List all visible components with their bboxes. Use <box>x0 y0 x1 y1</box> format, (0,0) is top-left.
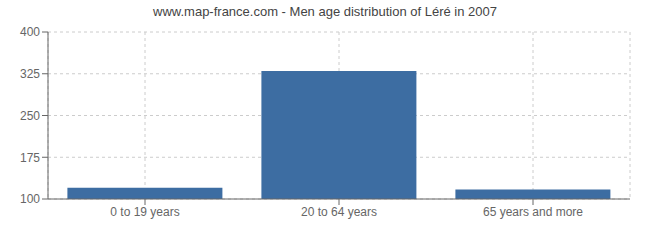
svg-text:65 years and more: 65 years and more <box>483 205 583 219</box>
svg-text:175: 175 <box>20 151 40 165</box>
html-text:www.map-france.com - Men age d: www.map-france.com - Men age distributio… <box>153 4 497 19</box>
svg-text:400: 400 <box>20 25 40 39</box>
svg-text:100: 100 <box>20 192 40 206</box>
svg-text:20 to 64 years: 20 to 64 years <box>301 205 377 219</box>
svg-text:250: 250 <box>20 109 40 123</box>
svg-text:0 to 19 years: 0 to 19 years <box>110 205 179 219</box>
svg-text:325: 325 <box>20 67 40 81</box>
